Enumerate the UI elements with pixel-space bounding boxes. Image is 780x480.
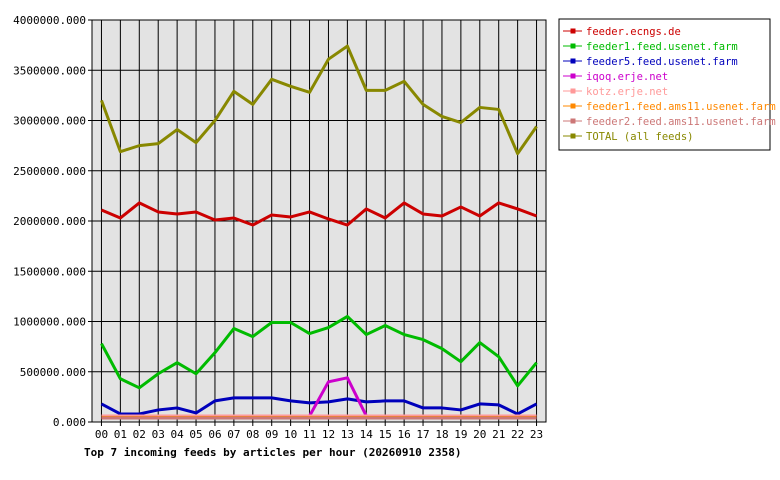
x-tick-label: 06 <box>208 428 221 441</box>
x-tick-label: 13 <box>341 428 354 441</box>
legend-label: kotz.erje.net <box>586 86 668 98</box>
series-line <box>100 314 538 390</box>
legend-label: feeder2.feed.ams11.usenet.farm <box>586 116 776 128</box>
legend-label: iqoq.erje.net <box>586 71 668 83</box>
y-tick-label: 2000000.000 <box>13 215 86 228</box>
y-tick-label: 1000000.000 <box>13 316 86 329</box>
x-axis: 00 01 02 03 04 05 06 07 08 09 10 11 12 13 14 15 16 17 18 19… <box>95 422 543 441</box>
series-0 <box>100 201 538 227</box>
legend-marker <box>570 133 576 139</box>
x-tick-label: 23 <box>530 428 543 441</box>
x-tick-label: 18 <box>435 428 448 441</box>
legend-marker <box>570 58 576 64</box>
legend-marker <box>570 103 576 109</box>
legend-label: feeder5.feed.usenet.farm <box>586 56 738 68</box>
series-lines <box>100 44 538 420</box>
chart-title: Top 7 incoming feeds by articles per hou… <box>84 446 462 459</box>
series-line <box>100 44 538 156</box>
legend-item: feeder1.feed.usenet.farm <box>563 41 738 53</box>
series-7 <box>100 44 538 156</box>
series-1 <box>100 314 538 390</box>
x-tick-label: 16 <box>398 428 411 441</box>
x-tick-label: 01 <box>114 428 127 441</box>
legend-box <box>558 18 771 151</box>
legend-item: feeder1.feed.ams11.usenet.farm <box>563 101 776 113</box>
series-line <box>100 201 538 227</box>
legend-label: feeder1.feed.usenet.farm <box>586 41 738 53</box>
legend-label: TOTAL (all feeds) <box>586 131 693 143</box>
y-tick-label: 0.000 <box>53 416 86 429</box>
x-tick-label: 19 <box>454 428 467 441</box>
x-tick-label: 10 <box>284 428 297 441</box>
x-tick-label: 17 <box>416 428 429 441</box>
y-tick-label: 2500000.000 <box>13 165 86 178</box>
legend-label: feeder1.feed.ams11.usenet.farm <box>586 101 776 113</box>
series-2 <box>100 396 538 416</box>
legend: feeder.ecngs.de feeder1.feed.usenet.farm f… <box>558 18 776 151</box>
x-tick-label: 03 <box>152 428 165 441</box>
x-tick-label: 22 <box>511 428 524 441</box>
y-tick-label: 500000.000 <box>20 366 86 379</box>
legend-label: feeder.ecngs.de <box>586 26 681 38</box>
x-tick-label: 14 <box>360 428 374 441</box>
legend-item: feeder.ecngs.de <box>563 26 681 38</box>
legend-item: feeder2.feed.ams11.usenet.farm <box>563 116 776 128</box>
legend-marker <box>570 43 576 49</box>
legend-marker <box>570 118 576 124</box>
x-tick-label: 02 <box>133 428 146 441</box>
x-tick-label: 15 <box>379 428 392 441</box>
x-tick-label: 09 <box>265 428 278 441</box>
x-tick-label: 07 <box>227 428 240 441</box>
x-tick-label: 21 <box>492 428 505 441</box>
y-axis: 0.000 500000.000 1000000.000 1500000.000 200… <box>13 14 92 429</box>
legend-marker <box>570 28 576 34</box>
x-tick-label: 20 <box>473 428 486 441</box>
x-tick-label: 00 <box>95 428 108 441</box>
y-tick-label: 4000000.000 <box>13 14 86 27</box>
x-tick-label: 05 <box>189 428 202 441</box>
y-tick-label: 1500000.000 <box>13 265 86 278</box>
legend-item: kotz.erje.net <box>563 86 668 98</box>
legend-item: feeder5.feed.usenet.farm <box>563 56 738 68</box>
x-tick-label: 08 <box>246 428 259 441</box>
x-tick-label: 04 <box>171 428 185 441</box>
series-line <box>100 396 538 416</box>
y-tick-label: 3000000.000 <box>13 115 86 128</box>
legend-marker <box>570 73 576 79</box>
legend-item: TOTAL (all feeds) <box>563 131 693 143</box>
legend-marker <box>570 88 576 94</box>
plot-border <box>91 19 547 423</box>
x-tick-label: 11 <box>303 428 316 441</box>
x-tick-label: 12 <box>322 428 335 441</box>
y-tick-label: 3500000.000 <box>13 64 86 77</box>
legend-item: iqoq.erje.net <box>563 71 668 83</box>
